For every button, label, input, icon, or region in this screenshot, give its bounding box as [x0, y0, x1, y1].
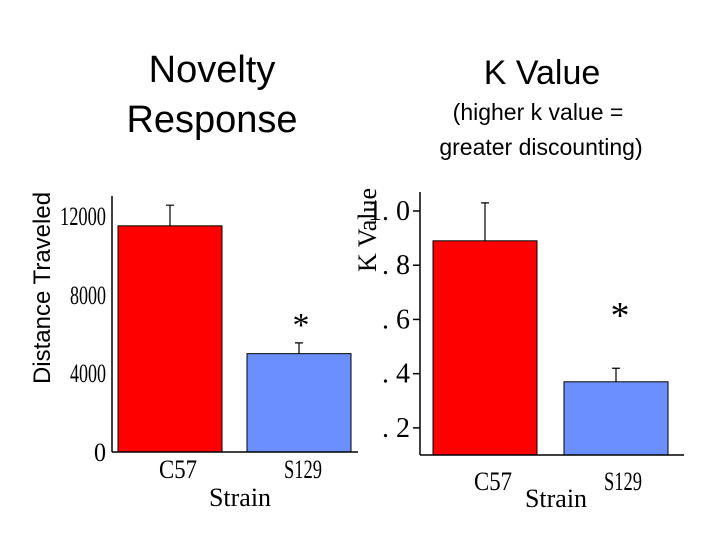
chart2-significance-marker: * [611, 295, 630, 337]
chart2-bars: * [432, 202, 669, 456]
chart1-x-tick-label: C57 [159, 455, 197, 484]
chart2-error-bar [481, 202, 489, 241]
chart2-title: K Value [484, 54, 601, 92]
chart2-y-tick-label: . 2 [382, 413, 410, 444]
chart1-x-tick-labels: C57 S129 [159, 455, 322, 484]
chart2-y-tick-label: . 4 [382, 359, 410, 390]
chart1-title-line2: Response [126, 99, 297, 141]
chart1-error-bar [166, 204, 174, 226]
chart1-y-tick-label: 12000 [60, 202, 106, 231]
chart2-xlabel: Strain [525, 484, 587, 513]
novelty-response-chart: Novelty Response Distance Traveled 0 4000… [29, 49, 358, 512]
chart1-x-tick-label: S129 [284, 455, 322, 484]
chart2-ylabel: K Value [353, 188, 382, 272]
chart1-title-line1: Novelty [149, 49, 276, 91]
chart2-y-tick-label: . 6 [382, 304, 410, 335]
chart1-y-ticks: 0 4000 8000 12000 [60, 202, 106, 467]
chart1-error-bar [295, 342, 303, 354]
chart2-y-tick-label: 1. 0 [368, 196, 410, 227]
chart2-x-tick-label: S129 [604, 467, 642, 496]
chart1-significance-marker: * [293, 307, 310, 344]
chart2-subtitle-line2: greater discounting) [439, 134, 642, 160]
chart1-bar-s129 [246, 353, 352, 453]
chart2-bar-c57 [432, 240, 538, 456]
chart1-y-tick-label: 4000 [70, 359, 106, 388]
chart2-bar-s129 [563, 381, 669, 456]
chart2-x-tick-labels: C57 S129 [474, 467, 642, 496]
chart1-ylabel: Distance Traveled [29, 192, 56, 384]
chart2-subtitle-line1: (higher k value = [453, 99, 624, 125]
chart2-y-ticks: . 2 . 4 . 6 . 8 1. 0 [368, 196, 420, 444]
chart2-y-tick-label: . 8 [382, 250, 410, 281]
chart2-error-bar [612, 367, 620, 382]
chart1-bar-c57 [117, 225, 223, 453]
chart2-x-tick-label: C57 [474, 467, 512, 496]
chart1-y-tick-label: 8000 [70, 281, 106, 310]
k-value-chart: K Value (higher k value = greater discou… [353, 54, 684, 513]
chart1-bars: * [117, 204, 352, 453]
chart1-xlabel: Strain [209, 483, 271, 512]
chart1-y-tick-label: 0 [94, 438, 106, 467]
